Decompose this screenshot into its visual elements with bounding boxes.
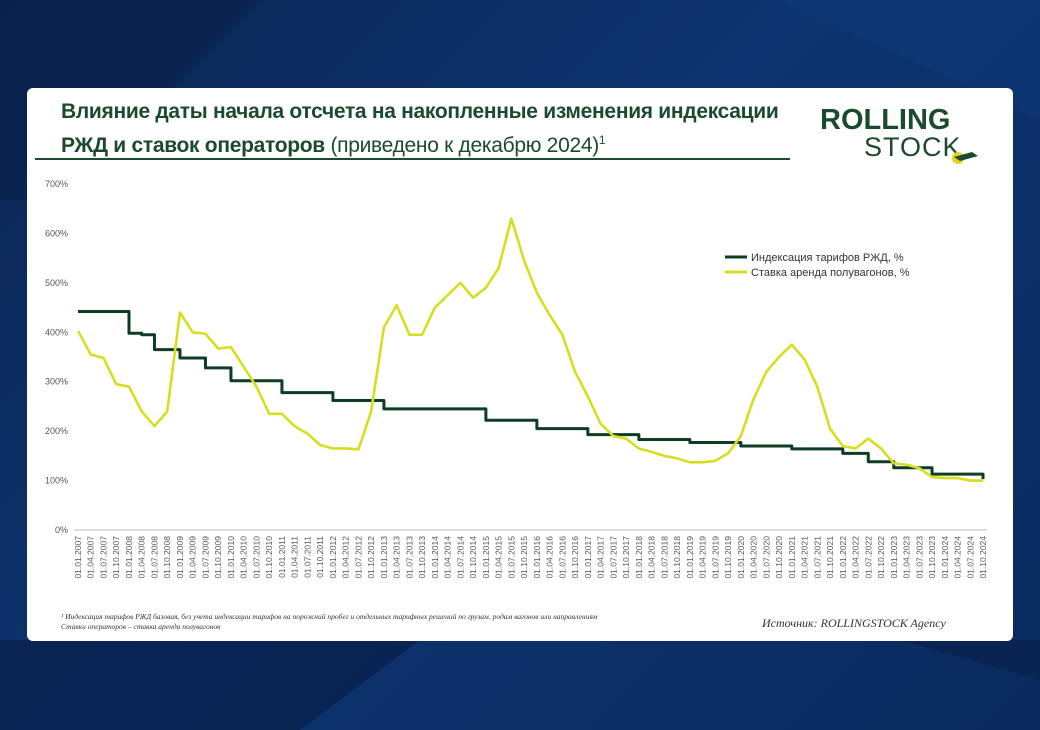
x-tick-label: 01.04.2018 <box>647 536 657 579</box>
x-tick-label: 01.07.2018 <box>659 536 669 579</box>
x-tick-label: 01.10.2024 <box>978 536 988 579</box>
x-tick-label: 01.10.2021 <box>825 536 835 579</box>
y-tick-label: 300% <box>45 377 68 387</box>
title-subtitle: (приведено к декабрю 2024) <box>330 134 599 157</box>
y-tick-label: 200% <box>45 426 68 436</box>
x-tick-label: 01.07.2012 <box>353 536 363 579</box>
x-tick-label: 01.10.2015 <box>519 536 529 579</box>
x-tick-label: 01.04.2022 <box>851 536 861 579</box>
y-tick-label: 0% <box>55 525 68 535</box>
x-tick-label: 01.01.2008 <box>124 536 134 579</box>
x-tick-label: 01.04.2013 <box>392 536 402 579</box>
footnote: ¹ Индексация тарифов РЖД базовая, без уч… <box>61 612 598 632</box>
x-tick-label: 01.07.2007 <box>98 536 108 579</box>
x-tick-label: 01.10.2020 <box>774 536 784 579</box>
x-tick-label: 01.04.2019 <box>698 536 708 579</box>
title-footnote-mark: 1 <box>598 133 606 147</box>
x-tick-label: 01.01.2014 <box>430 536 440 579</box>
x-tick-label: 01.07.2024 <box>965 536 975 579</box>
x-tick-label: 01.10.2012 <box>366 536 376 579</box>
series-line-rzd-indexation <box>78 310 985 480</box>
x-tick-label: 01.07.2011 <box>302 536 312 578</box>
x-tick-label: 01.01.2015 <box>481 536 491 579</box>
x-tick-label: 01.07.2013 <box>404 536 414 579</box>
x-tick-label: 01.04.2017 <box>596 536 606 579</box>
x-tick-label: 01.10.2010 <box>264 536 274 579</box>
footnote-line1: ¹ Индексация тарифов РЖД базовая, без уч… <box>61 612 598 621</box>
x-tick-label: 01.10.2008 <box>162 536 172 579</box>
title-bold: Влияние даты начала отсчета на накопленн… <box>61 100 779 157</box>
x-tick-label: 01.10.2017 <box>621 536 631 579</box>
x-tick-label: 01.01.2012 <box>328 536 338 579</box>
x-tick-label: 01.01.2013 <box>379 536 389 579</box>
source-label: Источник: ROLLINGSTOCK Agency <box>762 616 946 630</box>
x-tick-label: 01.07.2022 <box>863 536 873 579</box>
x-tick-label: 01.07.2021 <box>812 536 822 579</box>
x-tick-label: 01.10.2022 <box>876 536 886 579</box>
x-tick-label: 01.10.2023 <box>927 536 937 579</box>
x-tick-label: 01.01.2010 <box>226 536 236 579</box>
x-tick-label: 01.04.2015 <box>494 536 504 579</box>
y-tick-label: 100% <box>45 476 68 486</box>
x-tick-label: 01.01.2007 <box>73 536 83 579</box>
x-tick-label: 01.10.2019 <box>723 536 733 579</box>
x-tick-label: 01.04.2012 <box>341 536 351 579</box>
x-tick-label: 01.04.2024 <box>953 536 963 579</box>
chart-title: Влияние даты начала отсчета на накопленн… <box>61 98 821 160</box>
x-tick-label: 01.01.2020 <box>736 536 746 579</box>
x-tick-label: 01.04.2007 <box>86 536 96 579</box>
x-tick-label: 01.04.2016 <box>545 536 555 579</box>
x-tick-label: 01.01.2017 <box>583 536 593 579</box>
x-tick-label: 01.04.2009 <box>188 536 198 579</box>
logo-line1: ROLLING <box>820 104 951 136</box>
y-tick-label: 500% <box>45 278 68 288</box>
footnote-line2: Ставки операторов – ставка аренда полува… <box>61 622 221 631</box>
x-tick-label: 01.07.2009 <box>200 536 210 579</box>
x-tick-label: 01.01.2016 <box>532 536 542 579</box>
x-tick-label: 01.10.2009 <box>213 536 223 579</box>
train-icon <box>952 152 978 164</box>
x-tick-label: 01.01.2018 <box>634 536 644 579</box>
x-tick-label: 01.07.2017 <box>608 536 618 579</box>
x-tick-label: 01.07.2023 <box>914 536 924 579</box>
y-tick-label: 700% <box>45 179 68 189</box>
x-tick-label: 01.07.2019 <box>710 536 720 579</box>
y-tick-label: 600% <box>45 228 68 238</box>
x-tick-label: 01.01.2019 <box>685 536 695 579</box>
logo-line2: STOCK <box>864 132 962 162</box>
x-tick-label: 01.07.2010 <box>251 536 261 579</box>
x-tick-label: 01.07.2014 <box>455 536 465 579</box>
x-tick-label: 01.04.2020 <box>749 536 759 579</box>
x-tick-label: 01.10.2014 <box>468 536 478 579</box>
x-tick-label: 01.10.2011 <box>315 536 325 578</box>
x-tick-label: 01.01.2009 <box>175 536 185 579</box>
legend-label: Ставка аренда полувагонов, % <box>751 267 910 279</box>
x-tick-label: 01.10.2018 <box>672 536 682 579</box>
x-tick-label: 01.04.2023 <box>902 536 912 579</box>
x-tick-label: 01.04.2021 <box>800 536 810 579</box>
legend-label: Индексация тарифов РЖД, % <box>751 252 904 264</box>
y-tick-label: 400% <box>45 327 68 337</box>
x-tick-label: 01.01.2021 <box>787 536 797 579</box>
x-tick-label: 01.04.2011 <box>290 536 300 578</box>
x-tick-label: 01.07.2020 <box>761 536 771 579</box>
x-tick-label: 01.07.2015 <box>506 536 516 579</box>
x-tick-label: 01.04.2014 <box>443 536 453 579</box>
rollingstock-logo: ROLLING STOCK <box>820 104 978 166</box>
x-tick-label: 01.10.2016 <box>570 536 580 579</box>
x-tick-label: 01.01.2024 <box>940 536 950 579</box>
x-tick-label: 01.01.2022 <box>838 536 848 579</box>
x-tick-label: 01.07.2008 <box>149 536 159 579</box>
x-tick-label: 01.01.2011 <box>277 536 287 578</box>
chart-card: Влияние даты начала отсчета на накопленн… <box>27 88 1013 641</box>
series-line-gondola-rent <box>76 217 983 482</box>
x-tick-label: 01.10.2007 <box>111 536 121 579</box>
x-tick-label: 01.01.2023 <box>889 536 899 579</box>
x-tick-label: 01.07.2016 <box>557 536 567 579</box>
title-divider <box>35 158 790 160</box>
x-tick-label: 01.10.2013 <box>417 536 427 579</box>
x-tick-label: 01.04.2008 <box>137 536 147 579</box>
x-tick-label: 01.04.2010 <box>239 536 249 579</box>
